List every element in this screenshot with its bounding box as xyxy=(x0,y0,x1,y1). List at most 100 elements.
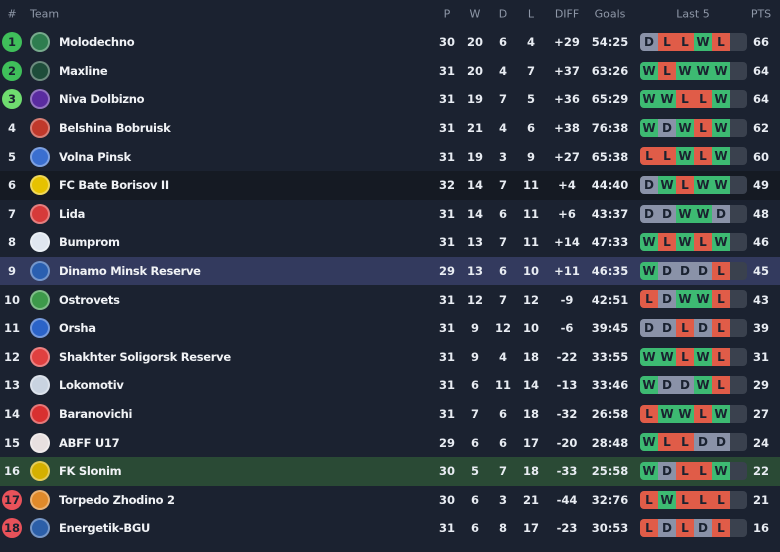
team-name[interactable]: Belshina Bobruisk xyxy=(59,121,171,136)
losses: 12 xyxy=(522,292,540,307)
team-name[interactable]: Lida xyxy=(59,206,86,221)
form-result: L xyxy=(676,462,694,480)
team-logo-icon xyxy=(30,346,50,367)
goal-diff: -22 xyxy=(556,349,578,364)
team-name[interactable]: Dinamo Minsk Reserve xyxy=(59,264,201,279)
form-result: L xyxy=(676,90,694,109)
draws: 3 xyxy=(498,492,508,507)
losses: 11 xyxy=(522,235,540,250)
goals: 63:26 xyxy=(591,63,629,78)
losses: 6 xyxy=(526,121,536,136)
team-name[interactable]: Orsha xyxy=(59,321,96,336)
rank-badge: 12 xyxy=(3,349,20,364)
team-name[interactable]: ABFF U17 xyxy=(59,435,120,450)
losses: 7 xyxy=(526,63,536,78)
form-result: D xyxy=(694,433,712,452)
form-result: W xyxy=(640,261,658,280)
rank-badge: 11 xyxy=(3,321,20,336)
table-row[interactable]: 17 Torpedo Zhodino 2 30 6 3 21 -44 32:76 21 L W L L L xyxy=(0,486,780,515)
table-row[interactable]: 14 Baranovichi 31 7 6 18 -32 26:58 27 L W W L W xyxy=(0,400,780,429)
header-draws: D xyxy=(498,7,508,21)
team-name[interactable]: Shakhter Soligorsk Reserve xyxy=(59,349,231,364)
goal-diff: -13 xyxy=(556,378,578,393)
team-name[interactable]: FK Slonim xyxy=(59,464,122,479)
draws: 6 xyxy=(498,407,508,422)
table-row[interactable]: 18 Energetik-BGU 31 6 8 17 -23 30:53 16 L D L D L xyxy=(0,514,780,543)
form-result: D xyxy=(658,376,676,395)
played: 30 xyxy=(438,35,456,50)
form-result: W xyxy=(640,61,658,80)
team-name[interactable]: Energetik-BGU xyxy=(59,521,151,536)
form-result: W xyxy=(640,90,658,109)
team-name[interactable]: Molodechno xyxy=(59,35,135,50)
goal-diff: +38 xyxy=(554,121,580,136)
table-row[interactable]: 4 Belshina Bobruisk 31 21 4 6 +38 76:38 62 W D W L W xyxy=(0,114,780,143)
goals: 46:35 xyxy=(591,264,629,279)
table-row[interactable]: 3 Niva Dolbizno 31 19 7 5 +36 65:29 64 W W L L W xyxy=(0,85,780,114)
losses: 4 xyxy=(526,35,536,50)
form-result: L xyxy=(712,261,730,280)
team-name[interactable]: FC Bate Borisov II xyxy=(59,178,169,193)
points: 48 xyxy=(752,206,770,221)
table-row[interactable]: 6 FC Bate Borisov II 32 14 7 11 +4 44:40 49 D W L W W xyxy=(0,171,780,200)
wins: 12 xyxy=(466,292,484,307)
played: 31 xyxy=(438,378,456,393)
team-name[interactable]: Volna Pinsk xyxy=(59,149,131,164)
goals: 28:48 xyxy=(591,435,629,450)
rank-badge: 14 xyxy=(3,407,20,422)
table-row[interactable]: 15 ABFF U17 29 6 6 17 -20 28:48 24 W L L D D xyxy=(0,428,780,457)
team-name[interactable]: Torpedo Zhodino 2 xyxy=(59,492,175,507)
form-result: L xyxy=(676,33,694,51)
draws: 8 xyxy=(498,521,508,536)
form-result: L xyxy=(712,290,730,309)
draws: 7 xyxy=(498,235,508,250)
table-row[interactable]: 7 Lida 31 14 6 11 +6 43:37 48 D D W W D xyxy=(0,200,780,229)
form-result: W xyxy=(712,90,730,109)
form-result: W xyxy=(712,147,730,166)
wins: 6 xyxy=(470,435,480,450)
table-row[interactable]: 10 Ostrovets 31 12 7 12 -9 42:51 43 L D W W L xyxy=(0,285,780,314)
losses: 21 xyxy=(522,492,540,507)
table-row[interactable]: 9 Dinamo Minsk Reserve 29 13 6 10 +11 46:35 45 W D… xyxy=(0,256,780,286)
table-row[interactable]: 1 Molodechno 30 20 6 4 +29 54:25 66 D L L W L xyxy=(0,28,780,57)
form-result: L xyxy=(658,61,676,80)
form-result: L xyxy=(658,233,676,252)
table-row[interactable]: 12 Shakhter Soligorsk Reserve 31 9 4 18 -22 33:… xyxy=(0,343,780,372)
table-row[interactable]: 5 Volna Pinsk 31 19 3 9 +27 65:38 60 L L W L W xyxy=(0,142,780,171)
goal-diff: -33 xyxy=(556,464,578,479)
points: 66 xyxy=(752,35,770,50)
team-name[interactable]: Ostrovets xyxy=(59,292,120,307)
table-row[interactable]: 8 Bumprom 31 13 7 11 +14 47:33 46 W L W L W xyxy=(0,228,780,257)
played: 31 xyxy=(438,349,456,364)
goals: 43:37 xyxy=(591,206,629,221)
header-team: Team xyxy=(30,7,60,21)
table-row[interactable]: 13 Lokomotiv 31 6 11 14 -13 33:46 29 W D D W L xyxy=(0,371,780,400)
rank-badge: 5 xyxy=(7,149,16,164)
goals: 54:25 xyxy=(591,35,629,50)
draws: 7 xyxy=(498,292,508,307)
points: 21 xyxy=(752,492,770,507)
form-result: W xyxy=(640,462,658,480)
form-result: L xyxy=(658,33,676,51)
form-result: W xyxy=(694,347,712,366)
table-row[interactable]: 11 Orsha 31 9 12 10 -6 39:45 39 D D L D L xyxy=(0,314,780,343)
rank-badge: 15 xyxy=(3,435,20,450)
form-result: D xyxy=(658,462,676,480)
team-name[interactable]: Lokomotiv xyxy=(59,378,124,393)
team-name[interactable]: Maxline xyxy=(59,63,108,78)
table-row[interactable]: 2 Maxline 31 20 4 7 +37 63:26 64 W L W W W xyxy=(0,57,780,86)
header-points: PTS xyxy=(750,7,772,21)
losses: 10 xyxy=(522,321,540,336)
team-name[interactable]: Bumprom xyxy=(59,235,120,250)
form-result: D xyxy=(658,290,676,309)
team-logo-icon xyxy=(30,489,50,510)
table-row[interactable]: 16 FK Slonim 30 5 7 18 -33 25:58 22 W D L L W xyxy=(0,457,780,486)
form-result: W xyxy=(640,433,658,452)
losses: 5 xyxy=(526,92,536,107)
team-name[interactable]: Baranovichi xyxy=(59,407,133,422)
rank-badge: 4 xyxy=(7,121,16,136)
form-result: L xyxy=(694,404,712,423)
goals: 32:76 xyxy=(591,492,629,507)
team-name[interactable]: Niva Dolbizno xyxy=(59,92,145,107)
